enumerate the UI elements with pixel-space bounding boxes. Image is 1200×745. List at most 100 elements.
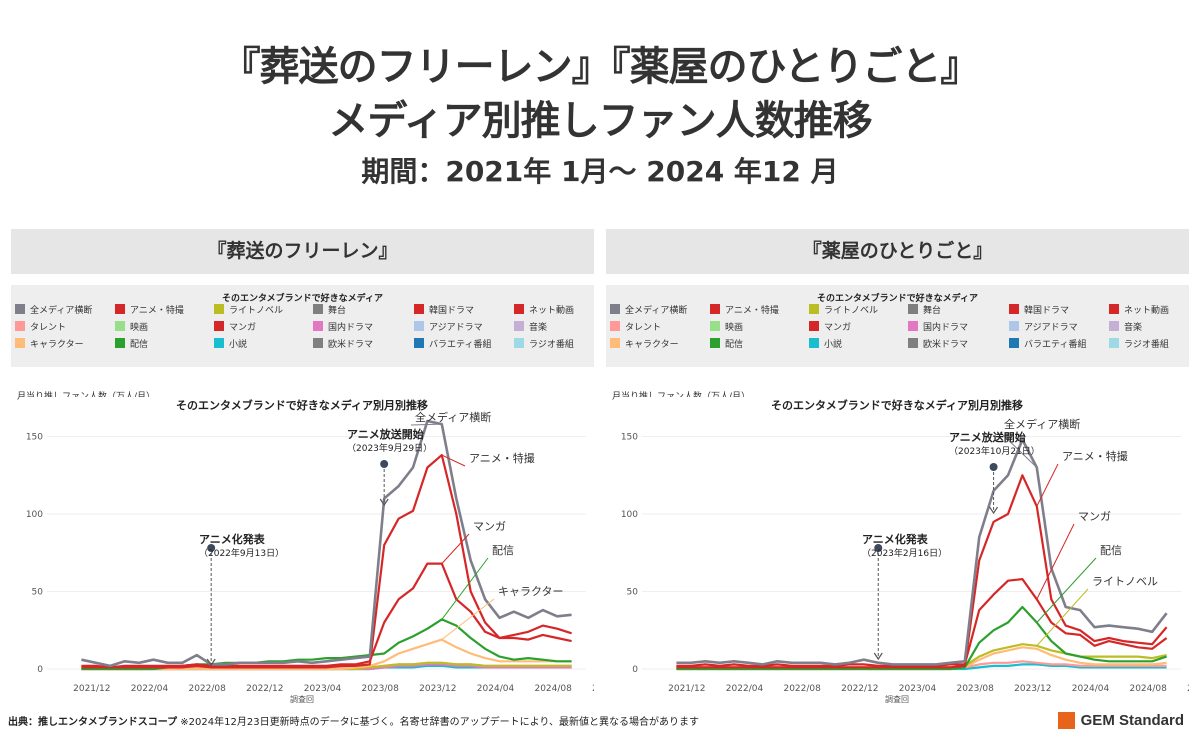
annotation-title: アニメ放送開始: [949, 430, 1026, 444]
legend-label: 韓国ドラマ: [429, 306, 475, 316]
legend-item: 欧米ドラマ: [313, 337, 373, 350]
legend-swatch: [414, 321, 424, 331]
legend-label: キャラクター: [625, 340, 679, 350]
legend-label: 国内ドラマ: [923, 323, 969, 333]
line-label: 配信: [1100, 544, 1122, 557]
legend-label: 映画: [725, 323, 744, 333]
footer-source: 出典：推しエンタメブランドスコープ ※2024年12月23日更新時点のデータに基…: [8, 713, 699, 728]
legend: そのエンタメブランドで好きなメディア 全メディア横断 アニメ・特撮 ライトノベル 舞台…: [606, 285, 1189, 367]
legend-item: アニメ・特撮: [710, 303, 779, 316]
legend-label: 音楽: [1124, 323, 1143, 333]
y-tick-label: 100: [621, 510, 638, 520]
legend-label: タレント: [625, 323, 662, 333]
legend-item: アジアドラマ: [414, 320, 483, 333]
x-tick-label: 2022/08: [188, 684, 226, 694]
x-tick-label: 2022/08: [783, 684, 821, 694]
annotation-arrow-head: [873, 652, 883, 661]
legend-item: 欧米ドラマ: [908, 337, 968, 350]
x-axis-label: 調査回: [290, 694, 314, 704]
legend-label: アニメ・特撮: [130, 306, 184, 316]
page-title: 『葬送のフリーレン』『薬屋のひとりごと』: [220, 44, 981, 90]
legend-label: ラジオ番組: [1124, 340, 1169, 350]
legend-item: ライトノベル: [809, 303, 878, 316]
annotation-arrow-head: [206, 658, 216, 667]
x-tick-label: 2021/12: [73, 684, 110, 694]
label-leader-line: [1036, 463, 1059, 507]
legend-item: アジアドラマ: [1009, 320, 1078, 333]
x-tick-label: 2022/04: [726, 684, 764, 694]
legend-item: 韓国ドラマ: [1009, 303, 1069, 316]
legend-label: 全メディア横断: [625, 306, 688, 316]
legend-swatch: [514, 338, 524, 348]
legend-label: タレント: [30, 323, 67, 333]
y-tick-label: 0: [632, 665, 638, 675]
x-tick-label: 2024/04: [477, 684, 515, 694]
legend-label: 国内ドラマ: [328, 323, 374, 333]
legend-swatch: [15, 321, 25, 331]
legend-item: バラエティ番組: [414, 337, 491, 350]
legend-swatch: [1109, 304, 1119, 314]
legend-swatch: [414, 304, 424, 314]
legend-swatch: [710, 321, 720, 331]
legend-item: 国内ドラマ: [908, 320, 968, 333]
legend-item: マンガ: [809, 320, 851, 333]
series-line: [676, 438, 1168, 666]
line-label: マンガ: [1078, 510, 1111, 523]
legend-swatch: [214, 321, 224, 331]
legend-swatch: [908, 304, 918, 314]
legend-item: 全メディア横断: [15, 303, 92, 316]
x-tick-label: 2024/08: [534, 684, 572, 694]
legend-label: ライトノベル: [824, 306, 879, 316]
legend-label: アニメ・特撮: [725, 306, 779, 316]
legend-label: 舞台: [923, 306, 942, 316]
label-leader-line: [441, 533, 470, 564]
legend-label: アジアドラマ: [429, 323, 483, 333]
legend-swatch: [610, 338, 620, 348]
line-label: 全メディア横断: [1004, 417, 1080, 431]
annotation-date: （2023年10月21日）: [949, 445, 1040, 457]
legend-label: 韓国ドラマ: [1024, 306, 1070, 316]
period-subtitle: 期間：2021年 1月～ 2024 年12 月: [361, 155, 839, 188]
label-leader-line: [410, 423, 442, 426]
legend-label: 配信: [725, 340, 744, 350]
annotation-dot: [380, 460, 389, 468]
label-leader-line: [1036, 523, 1075, 600]
line-chart: そのエンタメブランドで好きなメディア別月別推移 0 50 100 150 2021/12 2…: [616, 397, 1189, 713]
line-label: ライトノベル: [1092, 575, 1158, 588]
x-tick-label: 2021/12: [668, 684, 705, 694]
legend-swatch: [1009, 338, 1019, 348]
line-label: マンガ: [473, 520, 506, 533]
legend-swatch: [15, 338, 25, 348]
legend-label: 音楽: [529, 323, 548, 333]
chart-panel-kusuriya: 『薬屋のひとりごと』 そのエンタメブランドで好きなメディア 全メディア横断 アニメ…: [606, 229, 1189, 713]
legend-item: マンガ: [214, 320, 256, 333]
y-tick-label: 0: [37, 665, 43, 675]
series-line: [676, 605, 1167, 671]
series-line: [676, 578, 1168, 667]
source-note: ※2024年12月23日更新時点のデータに基づく。名寄せ辞書のアップデートにより…: [180, 717, 699, 728]
legend-label: ネット動画: [1124, 306, 1170, 316]
legend-swatch: [15, 304, 25, 314]
legend: そのエンタメブランドで好きなメディア 全メディア横断 アニメ・特撮 ライトノベル 舞台…: [11, 285, 594, 367]
legend-swatch: [313, 321, 323, 331]
series-line: [81, 454, 572, 669]
page-title-line2: メディア別推しファン人数推移: [328, 98, 872, 144]
source-label: 出典：推しエンタメブランドスコープ: [8, 717, 178, 728]
legend-swatch: [414, 338, 424, 348]
annotation-date: （2022年9月13日）: [199, 547, 284, 559]
series-line: [81, 562, 572, 669]
legend-swatch: [710, 338, 720, 348]
legend-swatch: [115, 321, 125, 331]
legend-title: そのエンタメブランドで好きなメディア: [221, 294, 384, 304]
line-label: アニメ・特撮: [1062, 449, 1128, 463]
x-tick-label: 2022/12: [246, 684, 283, 694]
legend-title: そのエンタメブランドで好きなメディア: [816, 294, 979, 304]
legend-label: 欧米ドラマ: [923, 340, 969, 350]
y-tick-label: 150: [26, 433, 43, 443]
legend-label: ラジオ番組: [529, 340, 574, 350]
legend-swatch: [908, 321, 918, 331]
series-line: [81, 419, 572, 668]
x-axis-label: 調査回: [885, 694, 909, 704]
x-tick-label: 2023/04: [304, 684, 342, 694]
series-line: [676, 474, 1168, 669]
